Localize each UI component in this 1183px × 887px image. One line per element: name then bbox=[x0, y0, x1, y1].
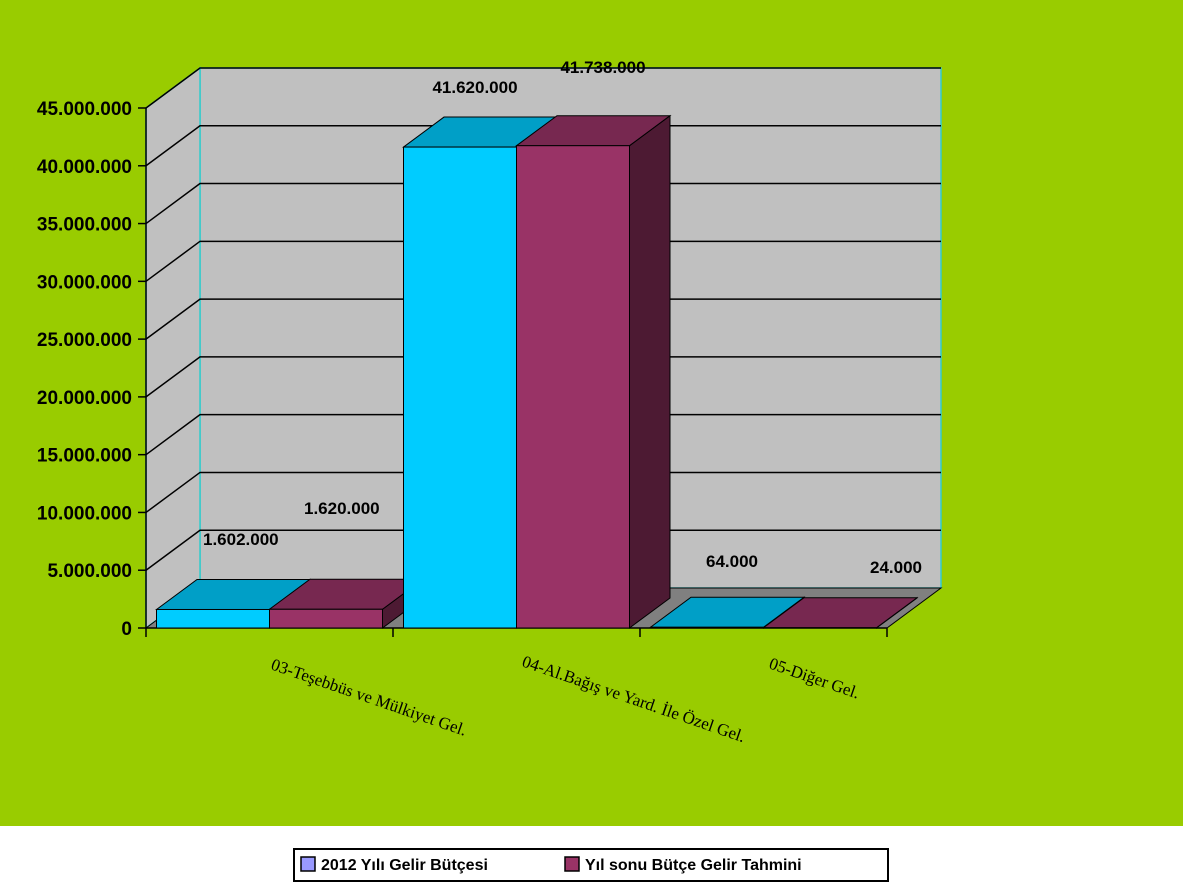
legend: 2012 Yılı Gelir Bütçesi Yıl sonu Bütçe Ge… bbox=[293, 848, 889, 882]
y-tick-label: 15.000.000 bbox=[37, 446, 132, 467]
legend-label: 2012 Yılı Gelir Bütçesi bbox=[321, 857, 488, 874]
gridline bbox=[145, 298, 941, 340]
gridline bbox=[145, 471, 941, 514]
bar bbox=[514, 114, 672, 629]
data-label: 1.602.000 bbox=[203, 530, 279, 549]
gridline bbox=[145, 182, 941, 225]
y-tick-label: 5.000.000 bbox=[47, 561, 132, 582]
y-tick-label: 35.000.000 bbox=[37, 215, 132, 236]
y-tick-label: 20.000.000 bbox=[37, 388, 132, 409]
plot-side-wall bbox=[145, 66, 201, 630]
legend-swatch bbox=[564, 856, 580, 872]
y-tick-label: 10.000.000 bbox=[37, 503, 132, 524]
bar-front-face bbox=[269, 608, 383, 629]
data-label: 1.620.000 bbox=[304, 499, 380, 518]
y-tick-label: 30.000.000 bbox=[37, 272, 132, 293]
bar bbox=[761, 596, 919, 629]
bar-front-face bbox=[650, 626, 764, 629]
bar-side-face bbox=[629, 114, 671, 629]
gridline bbox=[145, 413, 941, 456]
data-label: 24.000 bbox=[870, 558, 922, 577]
gridline bbox=[145, 125, 941, 167]
legend-label: Yıl sonu Bütçe Gelir Tahmini bbox=[585, 857, 802, 874]
y-tick-label: 0 bbox=[121, 619, 132, 640]
bar-front-face bbox=[403, 146, 517, 629]
bar-front-face bbox=[516, 145, 630, 629]
gridline bbox=[145, 67, 941, 109]
gridline bbox=[145, 356, 941, 398]
legend-box bbox=[293, 848, 889, 882]
y-tick-label: 25.000.000 bbox=[37, 330, 132, 351]
gridline bbox=[145, 529, 941, 571]
legend-swatch bbox=[300, 856, 316, 872]
data-label: 64.000 bbox=[706, 552, 758, 571]
y-tick-label: 45.000.000 bbox=[37, 99, 132, 120]
bar-front-face bbox=[156, 608, 270, 629]
gridline bbox=[145, 240, 941, 282]
bar bbox=[154, 578, 312, 629]
y-tick-label: 40.000.000 bbox=[37, 157, 132, 178]
data-label: 41.738.000 bbox=[560, 58, 645, 77]
data-label: 41.620.000 bbox=[432, 78, 517, 97]
